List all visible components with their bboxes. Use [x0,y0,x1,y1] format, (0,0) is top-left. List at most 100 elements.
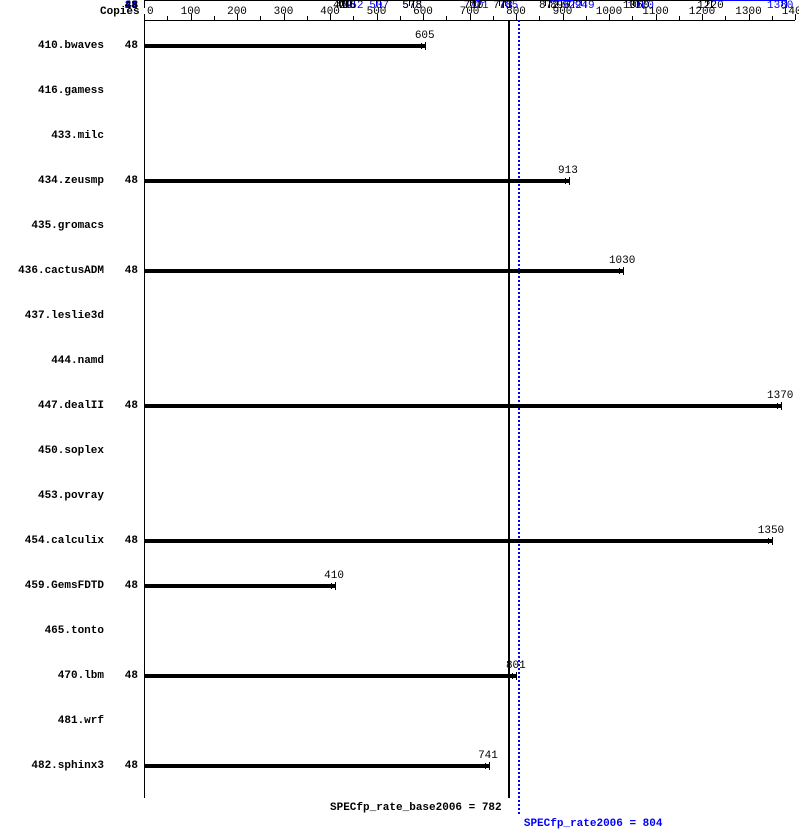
bar-end-cap [569,177,570,185]
value-label: 435 [336,0,356,12]
axis-tick [167,16,168,20]
bar-end-cap [516,672,517,680]
bar-base [144,404,781,408]
bar-base [144,0,474,1]
copies-value: 48 [125,760,138,772]
benchmark-label: 433.milc [51,130,104,142]
axis-tick-label: 100 [181,6,201,18]
benchmark-label: 444.namd [51,355,104,367]
bar-end-cap [623,267,624,275]
value-label: 922 [562,0,582,12]
benchmark-label: 434.zeusmp [38,175,104,187]
bar-base [144,674,516,678]
bar-end-cap [335,582,336,590]
value-label: 1030 [609,255,635,267]
value-label: 1370 [767,390,793,402]
benchmark-label: 453.povray [38,490,104,502]
copies-value: 48 [125,40,138,52]
footer-peak-label: SPECfp_rate2006 = 804 [524,818,663,830]
benchmark-label: 437.leslie3d [25,310,104,322]
bar-end-cap [512,673,513,679]
value-label: 801 [506,660,526,672]
benchmark-label: 482.sphinx3 [31,760,104,772]
axis-top-line [144,20,795,21]
axis-tick [144,14,145,20]
value-label: 410 [324,570,344,582]
axis-tick [446,16,447,20]
copies-value: 48 [125,535,138,547]
bar-cap [144,42,145,50]
value-label: 913 [558,165,578,177]
benchmark-label: 410.bwaves [38,40,104,52]
bar-base [144,584,335,588]
bar-end-cap [768,538,769,544]
axis-tick [539,16,540,20]
bar-base [144,269,623,273]
value-label: 1350 [758,525,784,537]
benchmark-label: 435.gromacs [31,220,104,232]
bar-cap [144,537,145,545]
benchmark-label: 447.dealII [38,400,104,412]
bar-base [144,764,489,768]
bar-cap [144,267,145,275]
bar-cap [144,177,145,185]
axis-tick [400,16,401,20]
bar-base [144,179,569,183]
reference-line-peak [518,20,520,814]
bar-base [144,44,425,48]
copies-value: 48 [125,265,138,277]
axis-tick-label: 300 [274,6,294,18]
bar-base [144,539,772,543]
bar-cap [144,582,145,590]
axis-tick-label: 200 [227,6,247,18]
bar-end-cap [781,402,782,410]
value-label: 1380 [767,0,793,12]
bar-end-cap [619,268,620,274]
bar-end-cap [777,403,778,409]
benchmark-label: 450.soplex [38,445,104,457]
value-label: 1220 [697,0,723,12]
bar-cap [144,402,145,410]
benchmark-label: 459.GemsFDTD [25,580,104,592]
copies-value: 48 [125,175,138,187]
value-label: 605 [415,30,435,42]
bar-end-cap [331,583,332,589]
bar-end-cap [421,43,422,49]
benchmark-label: 481.wrf [58,715,104,727]
axis-tick [586,16,587,20]
axis-tick-label: 1000 [596,6,622,18]
value-label: 872 [539,0,559,12]
axis-tick [353,16,354,20]
value-label: 773 [493,0,513,12]
bar-end-cap [425,42,426,50]
axis-tick [493,16,494,20]
value-label: 1060 [623,0,649,12]
copies-value: 48 [125,580,138,592]
footer-base-label: SPECfp_rate_base2006 = 782 [330,802,502,814]
bar-end-cap [772,537,773,545]
copies-value: 48 [125,400,138,412]
reference-line-base [508,20,510,798]
bar-end-cap [489,762,490,770]
benchmark-label: 416.gamess [38,85,104,97]
value-label: 507 [369,0,389,12]
axis-tick-label: 1300 [735,6,761,18]
value-label: 741 [478,750,498,762]
copies-value: 48 [125,670,138,682]
axis-tick [725,16,726,20]
benchmark-label: 436.cactusADM [18,265,104,277]
benchmark-label: 465.tonto [45,625,104,637]
axis-tick [632,16,633,20]
axis-tick [307,16,308,20]
bar-cap [144,762,145,770]
value-label: 578 [402,0,422,12]
benchmark-label: 454.calculix [25,535,104,547]
axis-tick-label: 0 [147,6,154,18]
bar-end-cap [565,178,566,184]
axis-tick [679,16,680,20]
axis-tick [260,16,261,20]
spec-chart: Copies 010020030040050060070080090010001… [0,0,799,831]
bar-cap [144,672,145,680]
copies-value: 48 [125,0,138,12]
bar-end-cap [485,763,486,769]
